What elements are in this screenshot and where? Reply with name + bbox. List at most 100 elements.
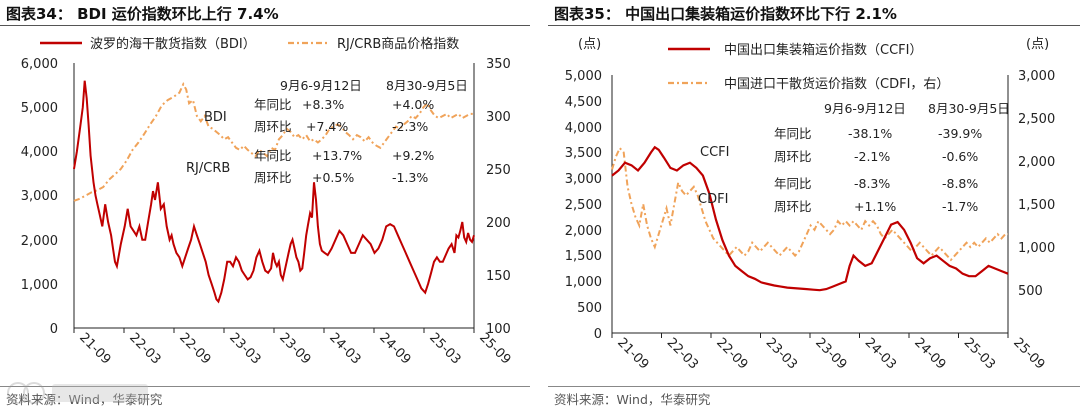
unit-left: (点) [578,37,601,52]
source-divider [548,386,1080,387]
annot-row-label: 周环比 [774,199,812,214]
source-divider [0,386,530,387]
annot-value: +0.5% [312,170,354,185]
annot-value: -2.1% [854,149,890,164]
y-left-tick-5000: 5,000 [21,101,58,116]
x-tick-label: 22-03 [126,330,163,367]
cdfi-series-line [611,146,1008,262]
legend-label-crb: RJ/CRB商品价格指数 [337,36,459,52]
y-left-tick-0: 0 [50,322,58,337]
series-label-cdfi: CDFI [698,192,728,207]
x-tick-label: 21-09 [614,335,651,372]
annot-value: -39.9% [938,126,982,141]
y-left-tick-2500: 2,500 [565,198,602,213]
annot-value: -2.3% [392,119,428,134]
x-tick-label: 22-09 [176,330,213,367]
x-tick-label: 24-09 [376,330,413,367]
annot-value: +1.1% [854,199,896,214]
watermark-logo [7,382,148,404]
x-tick-label: 23-09 [276,330,313,367]
series-label-bdi: BDI [204,110,227,125]
chart-panel-bdi: 图表34： BDI 运价指数环比上行 7.4% 波罗的海干散货指数（BDI） R… [0,0,530,411]
y-right-tick-1000: 1,000 [1018,241,1055,256]
bdi-series-line [73,80,475,304]
crb-series-line [73,81,474,202]
y-right-tick-250: 250 [486,163,511,178]
annot-value: -0.6% [942,149,978,164]
y-left-tick-4500: 4,500 [565,95,602,110]
annot-value: -38.1% [848,126,892,141]
y-right-tick-1500: 1,500 [1018,198,1055,213]
y-left-tick-2000: 2,000 [21,234,58,249]
annot-header-2: 8月30-9月5日 [928,101,1010,116]
y-right-tick-3000: 3,000 [1018,69,1055,84]
y-left-tick-3500: 3,500 [565,146,602,161]
x-tick-label: 25-09 [1010,335,1047,372]
x-tick-label: 21-09 [76,330,113,367]
annot-value: +8.3% [302,97,344,112]
annot-row-label: 年同比 [254,148,292,163]
title-divider [548,25,1080,26]
bdi-chart: 波罗的海干散货指数（BDI） RJ/CRB商品价格指数 6,000 5,000 … [21,36,514,368]
chart-panel-ccfi: 图表35： 中国出口集装箱运价指数环比下行 2.1% (点) (点) 中国出口集… [548,0,1080,411]
x-tick-label: 22-03 [664,335,701,372]
x-tick-label: 23-03 [226,330,263,367]
y-right-tick-300: 300 [486,110,511,125]
annot-value: -1.3% [392,170,428,185]
x-tick-label: 24-03 [862,335,899,372]
y-right-tick-200: 200 [486,216,511,231]
y-left-tick-0: 0 [594,327,602,342]
y-left-tick-1500: 1,500 [565,249,602,264]
annot-row-label: 年同比 [774,176,812,191]
legend-label-cdfi: 中国进口干散货运价指数（CDFI，右） [724,76,949,92]
annot-row-label: 年同比 [254,97,292,112]
y-left-tick-500: 500 [577,301,602,316]
y-left-tick-2000: 2,000 [565,224,602,239]
y-right-tick-500: 500 [1018,284,1043,299]
x-tick-label: 25-03 [961,335,998,372]
x-tick-label: 23-03 [763,335,800,372]
x-tick-label: 25-03 [426,330,463,367]
legend-label-bdi: 波罗的海干散货指数（BDI） [90,36,256,52]
x-tick-label: 22-09 [713,335,750,372]
annot-row-label: 周环比 [254,170,292,185]
chart-title: 图表35： 中国出口集装箱运价指数环比下行 2.1% [554,5,897,23]
y-right-tick-350: 350 [486,57,511,72]
y-left-tick-4000: 4,000 [21,145,58,160]
series-label-ccfi: CCFI [700,145,729,160]
annot-value: +13.7% [312,148,362,163]
legend-label-ccfi: 中国出口集装箱运价指数（CCFI） [724,42,922,58]
source-note: 资料来源：Wind，华泰研究 [6,389,162,408]
y-left-tick-3000: 3,000 [565,172,602,187]
y-left-tick-1000: 1,000 [565,275,602,290]
title-divider [0,25,530,26]
ccfi-chart: (点) (点) 中国出口集装箱运价指数（CCFI） 中国进口干散货运价指数（CD… [565,37,1055,373]
chart-title: 图表34： BDI 运价指数环比上行 7.4% [6,5,279,23]
x-tick-label: 24-03 [326,330,363,367]
annot-row-label: 周环比 [254,119,292,134]
y-left-tick-5000: 5,000 [565,69,602,84]
annot-value: -1.7% [942,199,978,214]
annot-row-label: 年同比 [774,126,812,141]
y-left-tick-6000: 6,000 [21,57,58,72]
y-right-tick-2500: 2,500 [1018,112,1055,127]
annot-value: -8.3% [854,176,890,191]
series-label-crb: RJ/CRB [186,161,230,176]
y-right-tick-100: 100 [486,322,511,337]
annot-value: +4.0% [392,97,434,112]
source-note: 资料来源：Wind，华泰研究 [554,392,711,407]
x-tick-label: 24-09 [911,335,948,372]
y-left-tick-4000: 4,000 [565,121,602,136]
x-tick-label: 23-09 [812,335,849,372]
annot-value: -8.8% [942,176,978,191]
ccfi-series-line [611,145,1009,292]
y-left-tick-3000: 3,000 [21,189,58,204]
y-right-tick-2000: 2,000 [1018,155,1055,170]
annot-header-1: 9月6-9月12日 [824,101,906,116]
annot-row-label: 周环比 [774,149,812,164]
y-left-tick-1000: 1,000 [21,278,58,293]
y-right-tick-150: 150 [486,269,511,284]
annot-header-2: 8月30-9月5日 [386,78,468,93]
unit-right: (点) [1026,37,1049,52]
annot-value: +7.4% [306,119,348,134]
